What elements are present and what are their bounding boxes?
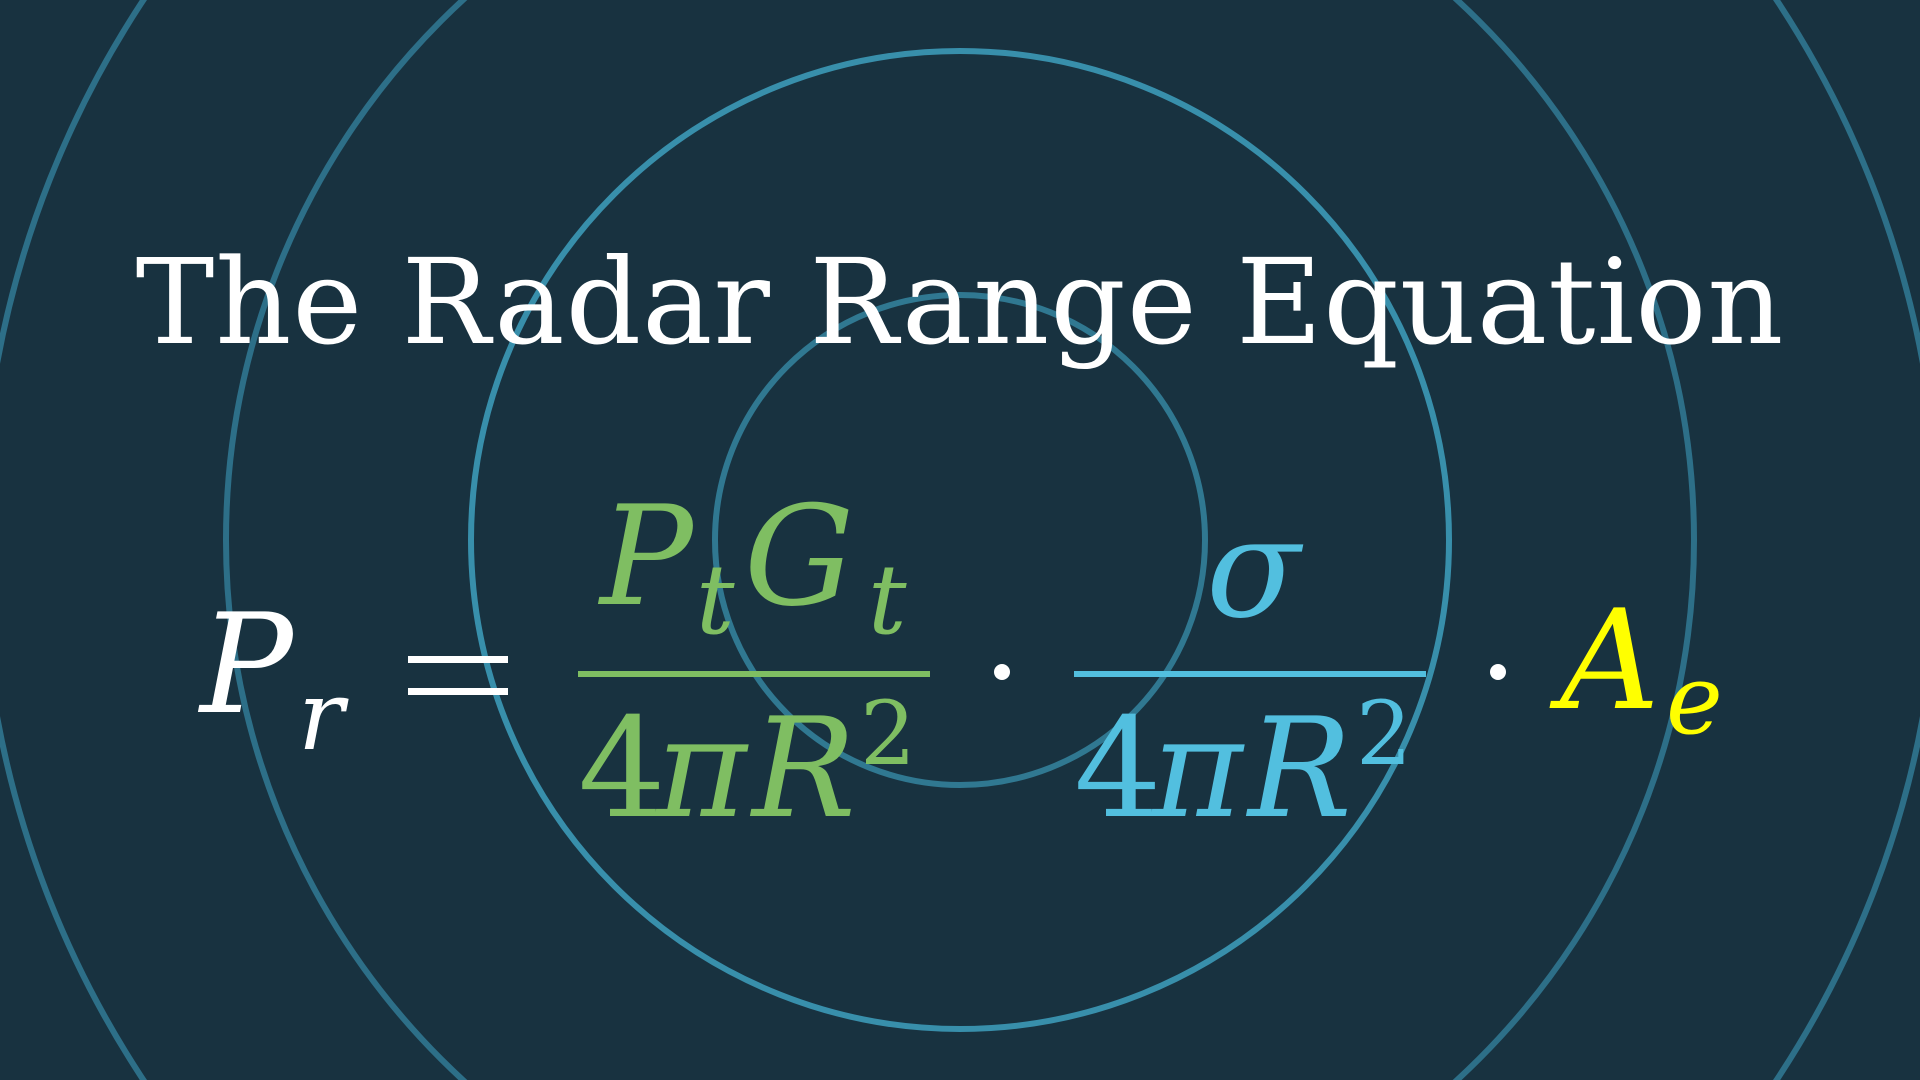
effective-area-subscript: e xyxy=(1666,644,1723,756)
transmit-gain-symbol: G xyxy=(744,476,855,637)
multiplication-dot-2 xyxy=(1490,664,1506,680)
denominator-1-range: R xyxy=(752,688,856,849)
received-power-subscript: r xyxy=(298,660,344,772)
denominator-2-exponent: 2 xyxy=(1356,682,1412,785)
fraction-bar-1 xyxy=(578,671,930,677)
multiplication-dot-1 xyxy=(994,664,1010,680)
denominator-2-coefficient: 4 xyxy=(1074,688,1162,849)
radar-ring-3 xyxy=(223,0,1697,1080)
denominator-2-pi: π xyxy=(1152,688,1243,849)
denominator-2-range: R xyxy=(1248,688,1352,849)
equals-sign-top xyxy=(408,656,508,663)
transmit-power-symbol: P xyxy=(600,476,693,637)
fraction-bar-2 xyxy=(1074,671,1426,677)
denominator-1-coefficient: 4 xyxy=(578,688,666,849)
denominator-1-pi: π xyxy=(656,688,747,849)
radar-ring-1 xyxy=(712,292,1208,788)
page-title: The Radar Range Equation xyxy=(135,233,1785,371)
denominator-1-exponent: 2 xyxy=(860,682,916,785)
received-power-symbol: P xyxy=(200,584,293,745)
equals-sign-bottom xyxy=(408,688,508,695)
radar-ring-2 xyxy=(468,48,1452,1032)
transmit-gain-subscript: t xyxy=(868,544,907,656)
effective-area-symbol: A xyxy=(1560,580,1660,741)
radar-cross-section-symbol: σ xyxy=(1206,488,1301,649)
transmit-power-subscript: t xyxy=(696,544,735,656)
